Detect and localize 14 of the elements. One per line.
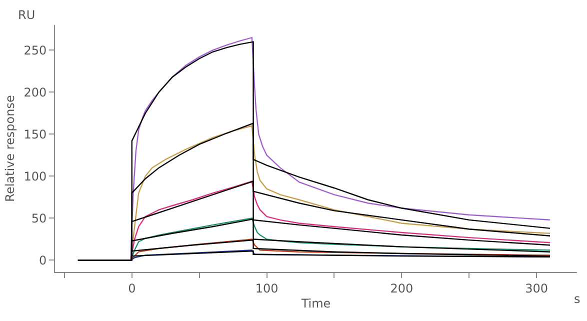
x-axis-title: Time xyxy=(300,296,331,310)
x-tick-label: 200 xyxy=(390,281,414,296)
y-tick-label: 0 xyxy=(38,253,47,268)
text: s xyxy=(574,292,580,306)
y-tick-label: 100 xyxy=(24,169,47,184)
y-tick-label: 150 xyxy=(24,127,47,142)
x-tick-label: 0 xyxy=(128,281,136,296)
y-tick-label: 200 xyxy=(24,85,47,100)
y-tick-label: 250 xyxy=(24,43,47,58)
text: RU xyxy=(18,8,36,22)
x-tick-label: 300 xyxy=(525,281,548,296)
y-tick-label: 50 xyxy=(31,211,47,226)
y-axis-title: Relative response xyxy=(2,95,17,202)
x-tick-label: 100 xyxy=(255,281,278,296)
